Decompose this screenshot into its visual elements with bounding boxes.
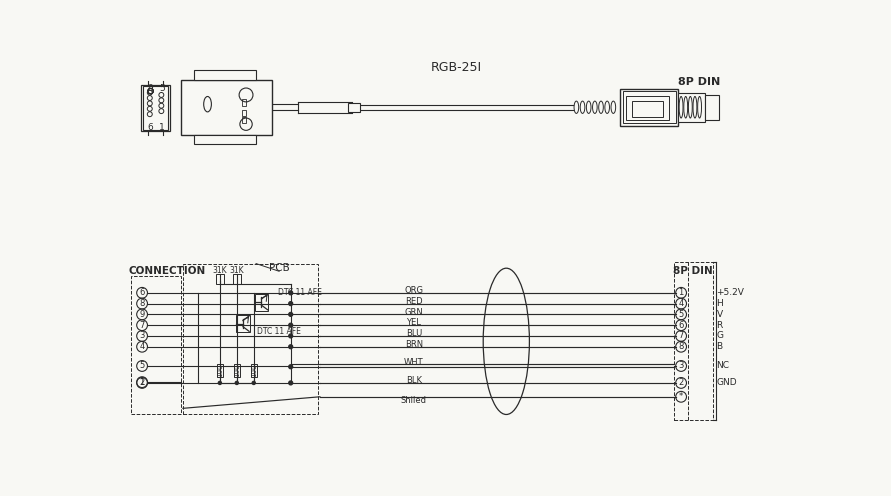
Bar [620,89,678,126]
Circle shape [289,334,292,338]
Text: 31K: 31K [230,266,244,275]
Bar [217,365,223,377]
Bar [194,70,256,79]
Text: 100: 100 [250,364,257,377]
Text: 100: 100 [217,364,223,377]
Text: 8: 8 [678,342,683,351]
Ellipse shape [586,101,591,114]
Text: 1: 1 [678,288,683,297]
Text: 6: 6 [678,321,683,330]
Bar [674,262,713,420]
Text: CONNECTION: CONNECTION [129,265,206,275]
Text: 9: 9 [140,310,144,319]
Bar [131,276,181,415]
Circle shape [218,381,221,384]
Text: 4: 4 [140,342,144,351]
Bar [250,365,257,377]
Text: 6: 6 [147,123,152,132]
Bar [182,79,273,135]
Bar [626,97,669,120]
Text: 7: 7 [678,331,683,340]
Bar [348,103,360,112]
Text: DTC 11 AFE: DTC 11 AFE [257,327,300,336]
Ellipse shape [693,97,697,118]
Text: 2: 2 [140,378,144,387]
Bar [632,101,663,117]
Text: DTC 11 AFE: DTC 11 AFE [278,288,323,297]
Ellipse shape [593,101,597,114]
Text: ORG: ORG [405,286,423,295]
Ellipse shape [580,101,584,114]
Text: 100: 100 [233,364,240,377]
Text: 7: 7 [139,321,144,330]
Circle shape [289,302,292,306]
Text: RED: RED [405,297,422,306]
Circle shape [289,312,292,316]
Ellipse shape [683,97,688,118]
Text: +5.2V: +5.2V [716,288,744,297]
Bar [678,93,705,122]
Text: 8: 8 [139,299,144,308]
Ellipse shape [611,101,616,114]
Text: BLK: BLK [406,376,422,385]
Text: 8P DIN: 8P DIN [673,265,713,275]
Text: 3: 3 [678,362,683,371]
Ellipse shape [679,97,683,118]
Text: *: * [679,392,683,401]
Bar [242,117,246,124]
Circle shape [289,345,292,349]
Text: PCB: PCB [269,263,290,273]
Text: BLU: BLU [405,329,422,338]
Text: 8P DIN: 8P DIN [678,77,720,87]
Circle shape [289,291,292,295]
Bar [255,294,268,310]
Text: GND: GND [716,378,737,387]
Text: 5: 5 [678,310,683,319]
Ellipse shape [689,97,692,118]
Bar [233,274,241,284]
Bar [216,274,224,284]
Text: R: R [716,321,723,330]
Circle shape [289,381,292,385]
Ellipse shape [574,101,578,114]
Circle shape [235,381,239,384]
Text: 1: 1 [159,123,165,132]
Bar [242,110,246,116]
Bar [233,365,240,377]
Bar [623,91,675,124]
Text: H: H [716,299,723,308]
Ellipse shape [698,97,701,118]
Text: NC: NC [716,362,730,371]
Text: 3: 3 [139,331,144,340]
Bar [705,95,719,120]
Bar [236,315,249,332]
Text: YEL: YEL [406,318,421,327]
Bar [194,135,256,144]
Text: 2: 2 [678,378,683,387]
Text: GRN: GRN [405,308,423,316]
Ellipse shape [605,101,609,114]
Text: Shiled: Shiled [401,396,427,405]
Text: 6: 6 [139,288,144,297]
Circle shape [289,365,292,369]
Text: 31K: 31K [213,266,227,275]
Text: G: G [716,331,723,340]
Text: RGB-25I: RGB-25I [430,61,482,74]
Circle shape [252,381,256,384]
Text: 1: 1 [140,377,144,387]
Text: B: B [716,342,723,351]
Text: WHT: WHT [405,359,424,368]
Text: 5: 5 [159,84,165,93]
Ellipse shape [599,101,603,114]
Text: 9: 9 [147,84,152,93]
Text: BRN: BRN [405,340,423,349]
Bar [183,264,318,415]
Text: 5: 5 [140,362,144,371]
Circle shape [289,323,292,327]
Text: 4: 4 [678,299,683,308]
Text: V: V [716,310,723,319]
Bar [242,99,246,107]
